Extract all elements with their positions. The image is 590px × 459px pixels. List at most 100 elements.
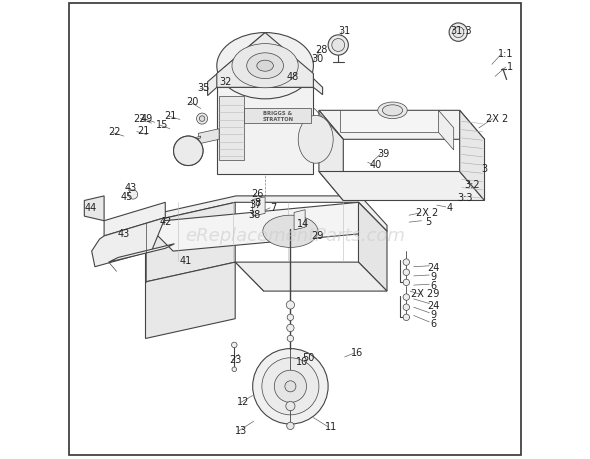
Polygon shape xyxy=(319,111,484,140)
Circle shape xyxy=(332,39,345,52)
Text: 6: 6 xyxy=(431,280,437,291)
Circle shape xyxy=(328,36,348,56)
Circle shape xyxy=(129,190,137,200)
Text: 15: 15 xyxy=(156,120,169,130)
Text: 20: 20 xyxy=(186,97,199,107)
Text: 35: 35 xyxy=(197,83,209,93)
Polygon shape xyxy=(217,88,313,174)
Polygon shape xyxy=(294,210,305,230)
Polygon shape xyxy=(188,137,201,142)
Text: 38: 38 xyxy=(248,210,261,220)
Text: 39: 39 xyxy=(377,149,389,159)
Text: 31:3: 31:3 xyxy=(451,26,473,36)
Polygon shape xyxy=(235,263,387,291)
Polygon shape xyxy=(253,197,265,217)
Text: eReplacementParts.com: eReplacementParts.com xyxy=(185,226,405,244)
Text: 3:3: 3:3 xyxy=(457,192,473,202)
Text: 23: 23 xyxy=(229,354,241,364)
Text: 2X 2: 2X 2 xyxy=(417,207,438,217)
Polygon shape xyxy=(146,203,235,282)
Circle shape xyxy=(403,304,409,311)
Polygon shape xyxy=(198,129,219,145)
Text: 3: 3 xyxy=(481,163,487,174)
Ellipse shape xyxy=(257,61,273,72)
Polygon shape xyxy=(145,196,387,232)
Circle shape xyxy=(262,358,319,415)
Text: 16: 16 xyxy=(351,347,363,358)
Text: 29: 29 xyxy=(311,230,323,240)
Text: 4: 4 xyxy=(447,202,453,213)
Text: 28: 28 xyxy=(316,45,328,55)
Text: 45: 45 xyxy=(121,191,133,202)
Text: 9: 9 xyxy=(431,271,437,281)
Circle shape xyxy=(196,114,208,125)
Ellipse shape xyxy=(263,216,318,248)
Text: 5: 5 xyxy=(425,216,431,226)
Text: 22: 22 xyxy=(133,113,146,123)
Circle shape xyxy=(285,381,296,392)
Text: 21: 21 xyxy=(165,111,177,121)
Polygon shape xyxy=(104,203,165,236)
Polygon shape xyxy=(340,111,438,133)
Text: 30: 30 xyxy=(311,54,323,64)
Text: 26: 26 xyxy=(251,189,264,199)
Circle shape xyxy=(403,294,409,301)
Text: 10: 10 xyxy=(296,357,309,367)
Polygon shape xyxy=(146,263,235,339)
Polygon shape xyxy=(208,34,323,96)
Text: 31: 31 xyxy=(339,26,351,36)
Text: 37: 37 xyxy=(250,199,262,209)
Text: 13: 13 xyxy=(235,425,247,436)
Circle shape xyxy=(287,336,294,342)
Circle shape xyxy=(253,349,328,424)
Circle shape xyxy=(403,259,409,266)
Circle shape xyxy=(453,28,464,39)
Circle shape xyxy=(232,367,237,372)
Text: 42: 42 xyxy=(159,216,172,226)
Text: 48: 48 xyxy=(287,72,299,82)
Text: 24: 24 xyxy=(427,262,439,272)
Text: 14: 14 xyxy=(297,219,309,229)
Polygon shape xyxy=(91,218,165,267)
Text: 21: 21 xyxy=(137,126,149,136)
Circle shape xyxy=(449,24,467,42)
Polygon shape xyxy=(219,96,244,161)
Ellipse shape xyxy=(298,116,333,164)
Circle shape xyxy=(287,314,294,321)
Text: 44: 44 xyxy=(84,202,96,213)
Text: 24: 24 xyxy=(427,300,439,310)
Ellipse shape xyxy=(217,34,313,100)
Text: 49: 49 xyxy=(141,113,153,123)
Text: 3:2: 3:2 xyxy=(464,179,480,190)
Circle shape xyxy=(287,422,294,430)
Text: 41: 41 xyxy=(179,256,192,266)
Circle shape xyxy=(403,314,409,321)
Circle shape xyxy=(286,301,294,309)
Text: 1:1: 1:1 xyxy=(498,49,513,59)
Polygon shape xyxy=(460,111,484,201)
Circle shape xyxy=(403,280,409,286)
Circle shape xyxy=(231,342,237,348)
Polygon shape xyxy=(319,111,343,201)
Text: 1: 1 xyxy=(507,62,513,72)
Ellipse shape xyxy=(232,45,298,89)
Polygon shape xyxy=(84,196,104,221)
Polygon shape xyxy=(359,203,387,291)
Text: BRIGGS &
STRATTON: BRIGGS & STRATTON xyxy=(263,111,294,122)
Ellipse shape xyxy=(247,54,284,79)
Circle shape xyxy=(274,370,306,403)
Polygon shape xyxy=(319,172,484,201)
Circle shape xyxy=(179,142,198,161)
Circle shape xyxy=(199,117,205,122)
Circle shape xyxy=(173,137,203,166)
Circle shape xyxy=(173,137,203,166)
Text: 7: 7 xyxy=(270,202,276,213)
Circle shape xyxy=(403,269,409,276)
Polygon shape xyxy=(438,111,454,151)
Text: 11: 11 xyxy=(324,421,337,431)
Text: 32: 32 xyxy=(219,77,231,87)
Text: 2X 29: 2X 29 xyxy=(411,289,439,299)
Text: 43: 43 xyxy=(124,182,136,192)
Text: 9: 9 xyxy=(431,309,437,319)
Text: 8: 8 xyxy=(254,198,260,208)
